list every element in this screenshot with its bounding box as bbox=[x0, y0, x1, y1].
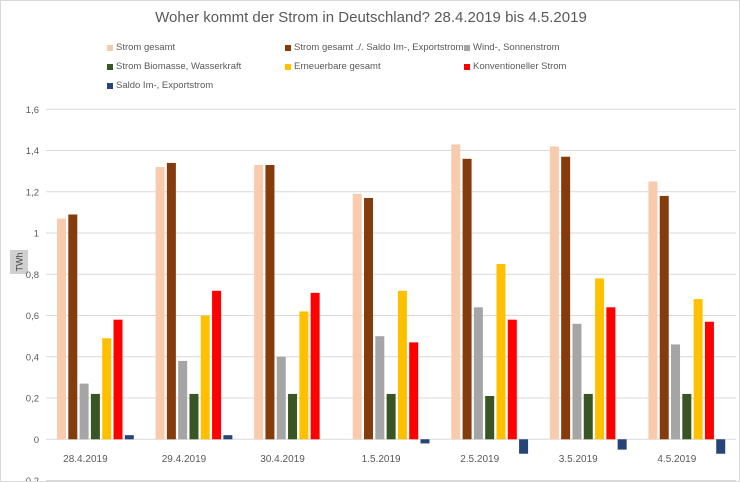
legend-swatch bbox=[285, 63, 291, 70]
bar-6-30.4.2019 bbox=[310, 292, 320, 440]
bar-4-29.4.2019 bbox=[189, 393, 199, 440]
bar-2-2.5.2019 bbox=[462, 158, 472, 440]
legend-item: Erneuerbare gesamt bbox=[285, 61, 381, 72]
y-tick-label: 0,8 bbox=[26, 270, 39, 281]
bar-5-1.5.2019 bbox=[397, 290, 407, 440]
legend-label: Wind-, Sonnenstrom bbox=[473, 42, 560, 53]
bar-1-28.4.2019 bbox=[57, 218, 66, 440]
bar-7-28.4.2019 bbox=[124, 435, 134, 440]
bar-4-3.5.2019 bbox=[583, 393, 593, 440]
bar-4-1.5.2019 bbox=[386, 393, 396, 440]
bar-3-28.4.2019 bbox=[79, 383, 89, 440]
y-tick-label: 1,2 bbox=[26, 187, 39, 198]
x-tick-label: 29.4.2019 bbox=[162, 454, 207, 465]
legend-label: Erneuerbare gesamt bbox=[294, 61, 381, 72]
y-tick-label: 1 bbox=[34, 229, 39, 240]
bar-5-29.4.2019 bbox=[200, 315, 210, 440]
y-tick-label: -0,2 bbox=[23, 476, 39, 482]
legend-swatch bbox=[107, 63, 113, 70]
x-tick-label: 28.4.2019 bbox=[63, 454, 108, 465]
bar-3-1.5.2019 bbox=[375, 336, 385, 440]
chart-title: Woher kommt der Strom in Deutschland? 28… bbox=[155, 9, 587, 26]
bar-3-4.5.2019 bbox=[671, 344, 681, 440]
x-tick-label: 3.5.2019 bbox=[559, 454, 598, 465]
legend-item: Saldo Im-, Exportstrom bbox=[107, 80, 213, 91]
y-tick-label: 1,4 bbox=[26, 146, 39, 157]
legend-swatch bbox=[464, 63, 470, 70]
bar-2-29.4.2019 bbox=[166, 162, 176, 440]
x-tick-label: 2.5.2019 bbox=[460, 454, 499, 465]
legend-label: Saldo Im-, Exportstrom bbox=[116, 80, 214, 91]
bar-5-28.4.2019 bbox=[102, 338, 112, 440]
bar-2-4.5.2019 bbox=[659, 195, 669, 440]
bar-1-30.4.2019 bbox=[254, 164, 264, 440]
legend-item: Strom gesamt bbox=[107, 42, 175, 53]
bar-6-1.5.2019 bbox=[409, 342, 419, 440]
bar-6-4.5.2019 bbox=[704, 321, 714, 440]
legend-item: Konventioneller Strom bbox=[464, 61, 566, 72]
legend-item: Strom gesamt ./. Saldo Im-, Exportstrom bbox=[285, 42, 463, 53]
legend-swatch bbox=[107, 44, 113, 51]
bar-5-4.5.2019 bbox=[693, 299, 703, 440]
legend-swatch bbox=[107, 82, 113, 89]
bar-2-3.5.2019 bbox=[561, 156, 571, 440]
bar-2-1.5.2019 bbox=[364, 197, 374, 440]
bar-1-2.5.2019 bbox=[451, 144, 461, 440]
bar-7-3.5.2019 bbox=[617, 439, 627, 450]
bar-3-29.4.2019 bbox=[178, 360, 188, 440]
bar-1-3.5.2019 bbox=[549, 146, 559, 440]
legend-label: Konventioneller Strom bbox=[473, 61, 567, 72]
bar-2-28.4.2019 bbox=[68, 214, 78, 440]
bar-3-3.5.2019 bbox=[572, 323, 582, 440]
bar-6-28.4.2019 bbox=[113, 319, 123, 440]
y-axis-label: TWh bbox=[10, 250, 28, 274]
legend-swatch bbox=[285, 44, 291, 51]
bar-1-29.4.2019 bbox=[155, 167, 165, 440]
bar-3-30.4.2019 bbox=[276, 356, 286, 440]
x-tick-label: 4.5.2019 bbox=[657, 454, 696, 465]
x-tick-label: 1.5.2019 bbox=[362, 454, 401, 465]
legend-item: Strom Biomasse, Wasserkraft bbox=[107, 61, 241, 72]
bar-2-30.4.2019 bbox=[265, 164, 275, 440]
y-tick-label: 0,2 bbox=[26, 394, 39, 405]
y-tick-label: 0,4 bbox=[26, 352, 39, 363]
bar-4-2.5.2019 bbox=[485, 395, 495, 440]
bar-4-4.5.2019 bbox=[682, 393, 692, 440]
bar-5-2.5.2019 bbox=[496, 263, 506, 440]
x-tick-label: 30.4.2019 bbox=[260, 454, 305, 465]
legend-label: Strom gesamt bbox=[116, 42, 176, 53]
bar-5-30.4.2019 bbox=[299, 311, 309, 440]
bar-7-29.4.2019 bbox=[223, 435, 233, 440]
bar-6-29.4.2019 bbox=[212, 290, 222, 440]
bar-1-1.5.2019 bbox=[352, 193, 362, 440]
bar-4-30.4.2019 bbox=[288, 393, 298, 440]
bar-3-2.5.2019 bbox=[473, 307, 483, 440]
y-tick-label: 1,6 bbox=[26, 105, 39, 116]
bar-4-28.4.2019 bbox=[90, 393, 100, 440]
bar-6-2.5.2019 bbox=[507, 319, 517, 440]
legend-item: Wind-, Sonnenstrom bbox=[464, 42, 560, 53]
legend-swatch bbox=[464, 44, 470, 51]
bar-6-3.5.2019 bbox=[606, 307, 616, 440]
bar-7-4.5.2019 bbox=[716, 439, 726, 454]
bar-7-1.5.2019 bbox=[420, 439, 430, 444]
y-tick-label: 0 bbox=[34, 435, 39, 446]
legend-label: Strom gesamt ./. Saldo Im-, Exportstrom bbox=[294, 42, 464, 53]
y-tick-label: 0,6 bbox=[26, 311, 39, 322]
bar-5-3.5.2019 bbox=[595, 278, 605, 440]
bar-1-4.5.2019 bbox=[648, 181, 658, 440]
bar-7-2.5.2019 bbox=[519, 439, 529, 454]
legend-label: Strom Biomasse, Wasserkraft bbox=[116, 61, 242, 72]
